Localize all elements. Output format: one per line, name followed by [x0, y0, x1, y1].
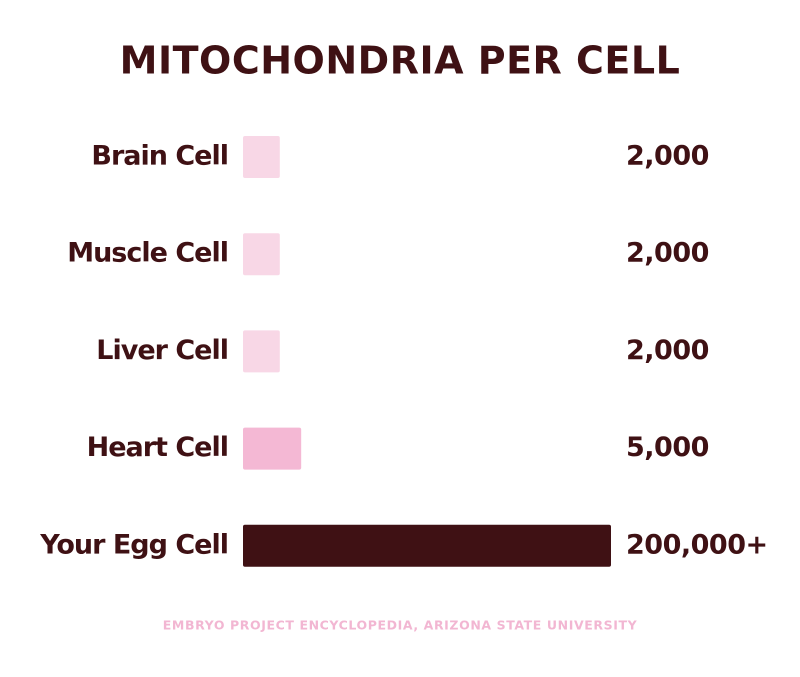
bar: [243, 330, 280, 373]
value-label: 5,000: [626, 432, 709, 463]
category-label: Your Egg Cell: [39, 529, 228, 560]
bar: [243, 136, 280, 178]
value-label: 2,000: [626, 335, 709, 366]
category-label: Muscle Cell: [67, 238, 228, 269]
bar: [243, 427, 302, 470]
value-label: 2,000: [626, 141, 709, 172]
category-label: Brain Cell: [91, 141, 228, 172]
bar: [243, 233, 280, 276]
bar: [243, 524, 611, 567]
value-label: 200,000+: [626, 529, 768, 560]
chart-title: MITOCHONDRIA PER CELL: [120, 39, 681, 83]
category-label: Heart Cell: [87, 432, 228, 463]
value-label: 2,000: [626, 238, 709, 269]
category-label: Liver Cell: [96, 335, 228, 366]
source-note: EMBRYO PROJECT ENCYCLOPEDIA, ARIZONA STA…: [163, 618, 638, 633]
